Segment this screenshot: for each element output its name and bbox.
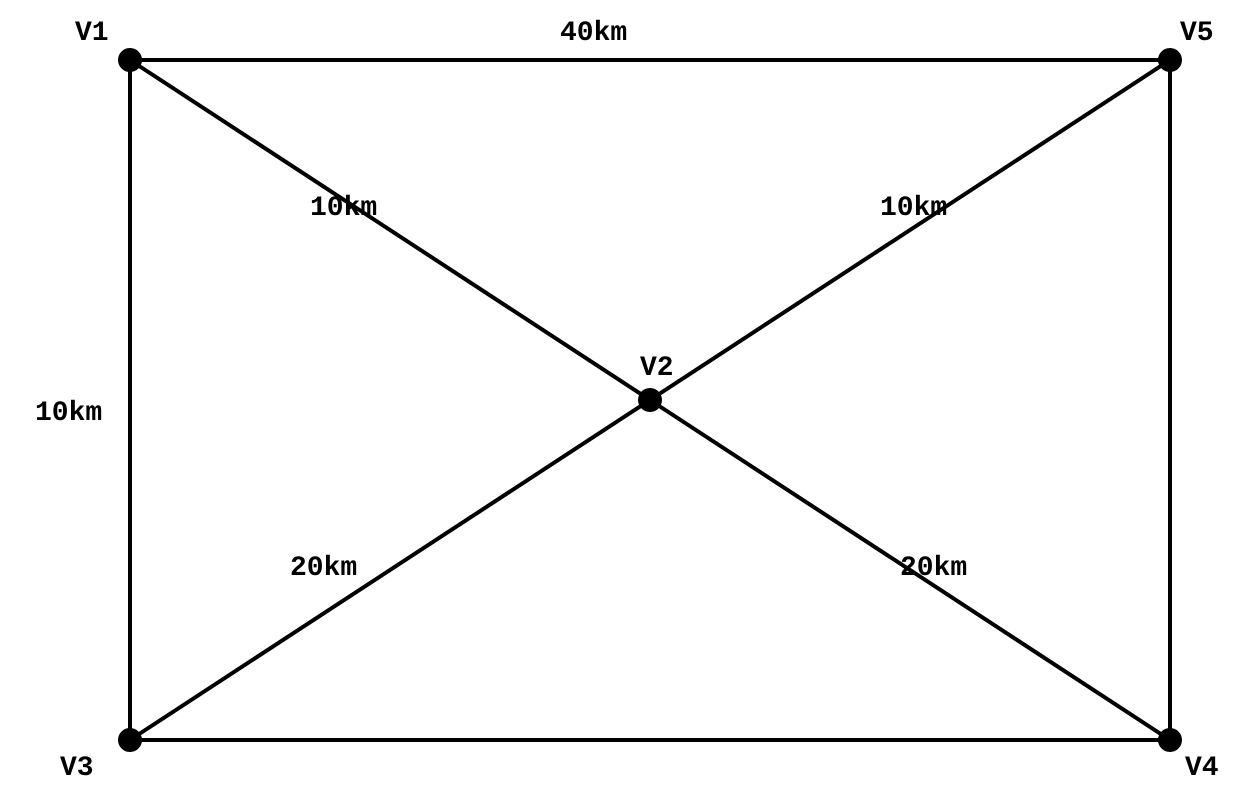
node-V5 — [1158, 48, 1182, 72]
node-V2 — [638, 388, 662, 412]
edge-label-V4-V2: 20km — [900, 553, 967, 584]
edge-label-V1-V3: 10km — [35, 398, 102, 429]
node-label-V3: V3 — [60, 753, 94, 784]
edge-label-V5-V2: 10km — [880, 193, 947, 224]
edge-label-V1-V5: 40km — [560, 18, 627, 49]
edge-label-V1-V2: 10km — [310, 193, 377, 224]
node-label-V4: V4 — [1185, 753, 1219, 784]
edge-V5-V2 — [650, 60, 1170, 400]
edge-V1-V2 — [130, 60, 650, 400]
edge-label-V3-V2: 20km — [290, 553, 357, 584]
node-V4 — [1158, 728, 1182, 752]
node-label-V5: V5 — [1180, 18, 1214, 49]
network-graph: V1 V5 V2 V3 V4 40km 10km 10km 10km 20km 20km — [0, 0, 1240, 805]
node-V3 — [118, 728, 142, 752]
nodes-layer — [118, 48, 1182, 752]
edge-V3-V2 — [130, 400, 650, 740]
node-label-V1: V1 — [75, 18, 109, 49]
node-V1 — [118, 48, 142, 72]
node-label-V2: V2 — [640, 353, 674, 384]
